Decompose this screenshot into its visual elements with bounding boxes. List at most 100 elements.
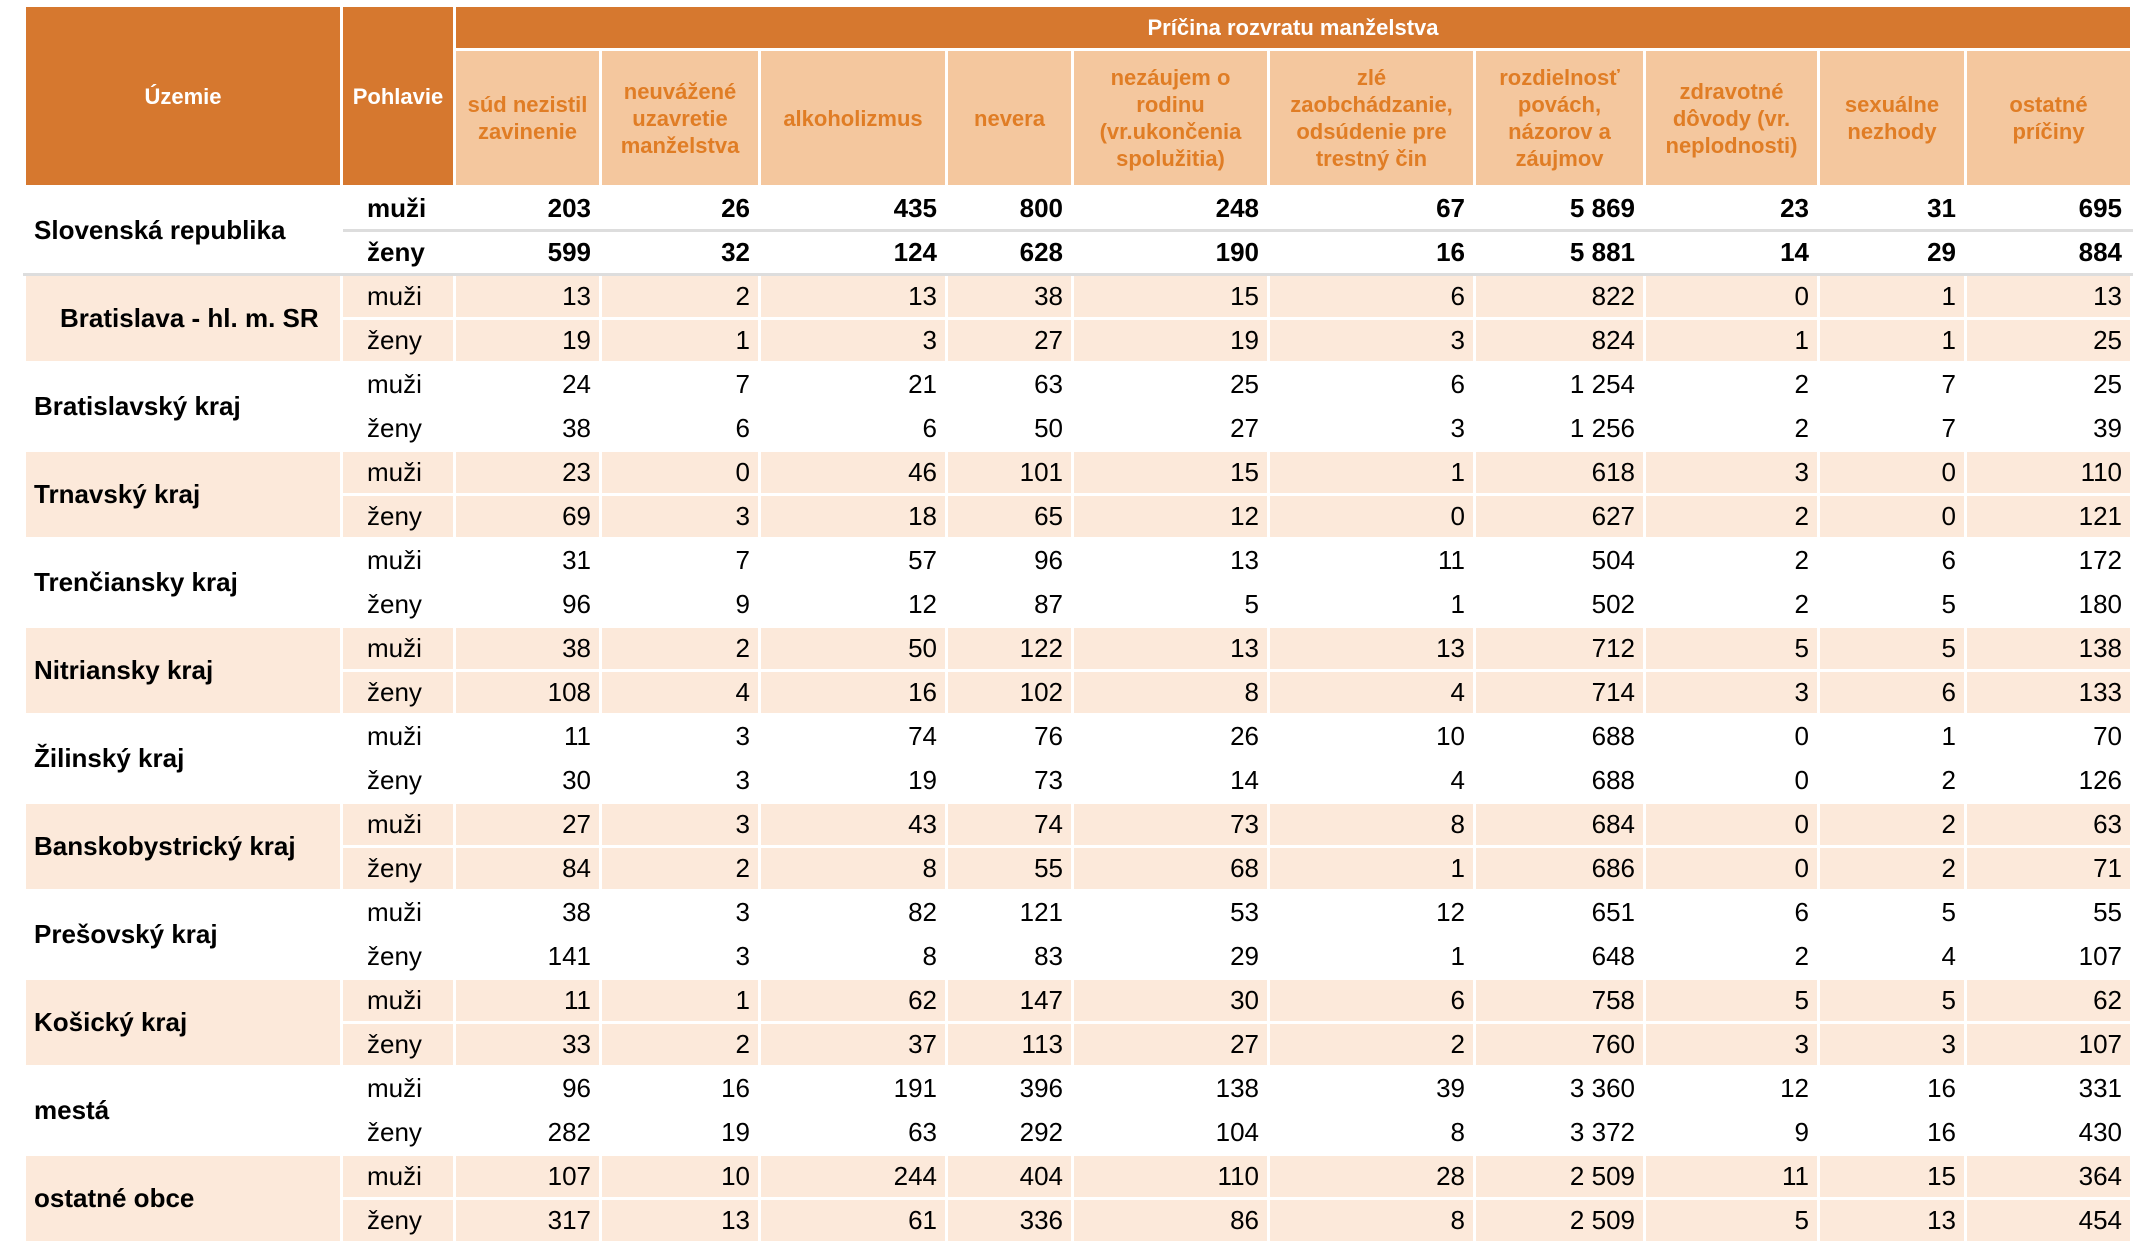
sex-cell: ženy: [340, 1021, 456, 1068]
value-cell: 70: [1963, 713, 2133, 760]
value-cell: 430: [1963, 1109, 2133, 1156]
sex-cell: muži: [340, 185, 456, 232]
sex-cell: ženy: [340, 1109, 456, 1156]
table-row: Trnavský kraj muži 23 0 46 101 15 1 618 3 0 110: [23, 449, 2133, 540]
value-cell: 3: [1643, 449, 1820, 496]
sex-cell: ženy: [340, 229, 456, 276]
value-cell: 0: [1643, 801, 1820, 848]
territory-cell: Bratislava - hl. m. SR: [23, 273, 343, 364]
value-cell: 82: [758, 889, 948, 936]
table-row: ženy 317 13 61 336 86 8 2 509 5 13 454: [25, 1197, 2133, 1244]
value-cell: 107: [453, 1153, 602, 1200]
value-cell: 4: [599, 669, 761, 716]
value-cell: 5: [1817, 977, 1967, 1024]
value-cell: 627: [1473, 493, 1646, 540]
value-cell: 38: [453, 625, 602, 672]
value-cell: 108: [453, 669, 602, 716]
value-cell: 599: [453, 229, 602, 276]
value-cell: 13: [1071, 537, 1270, 584]
value-cell: 11: [1267, 537, 1476, 584]
sex-cell: ženy: [340, 493, 456, 540]
sex-cell: ženy: [340, 933, 456, 980]
value-cell: 138: [1963, 625, 2133, 672]
value-cell: 2: [1643, 361, 1820, 408]
data-table: Územie Pohlavie Príčina rozvratu manžels…: [23, 4, 2133, 1244]
value-cell: 282: [453, 1109, 602, 1156]
value-cell: 61: [758, 1197, 948, 1244]
value-cell: 27: [945, 317, 1074, 364]
table-row: Košický kraj muži 11 1 62 147 30 6 758 5 5 62: [23, 977, 2133, 1068]
table-row: ženy 30 3 19 73 14 4 688 0 2 126: [25, 757, 2133, 804]
value-cell: 760: [1473, 1021, 1646, 1068]
value-cell: 3: [1267, 317, 1476, 364]
value-cell: 3: [599, 713, 761, 760]
value-cell: 87: [945, 581, 1074, 628]
value-cell: 13: [1071, 625, 1270, 672]
value-cell: 2: [1817, 757, 1967, 804]
header-cell: rozdielnosť povách, názorov a záujmov: [1473, 48, 1646, 188]
value-cell: 25: [1963, 317, 2133, 364]
value-cell: 0: [1267, 493, 1476, 540]
sex-cell: muži: [340, 1065, 456, 1112]
value-cell: 38: [945, 273, 1074, 320]
value-cell: 180: [1963, 581, 2133, 628]
value-cell: 9: [1643, 1109, 1820, 1156]
value-cell: 29: [1071, 933, 1270, 980]
value-cell: 30: [1071, 977, 1270, 1024]
value-cell: 3: [599, 933, 761, 980]
value-cell: 101: [945, 449, 1074, 496]
value-cell: 57: [758, 537, 948, 584]
territory-cell: ostatné obce: [23, 1153, 343, 1244]
value-cell: 8: [1267, 1109, 1476, 1156]
value-cell: 5: [1817, 889, 1967, 936]
value-cell: 16: [1817, 1065, 1967, 1112]
value-cell: 248: [1071, 185, 1270, 232]
value-cell: 31: [453, 537, 602, 584]
value-cell: 63: [945, 361, 1074, 408]
value-cell: 5: [1643, 625, 1820, 672]
value-cell: 76: [945, 713, 1074, 760]
value-cell: 6: [1817, 537, 1967, 584]
sex-cell: ženy: [340, 669, 456, 716]
value-cell: 2: [599, 625, 761, 672]
value-cell: 141: [453, 933, 602, 980]
territory-cell: Slovenská republika: [23, 185, 343, 276]
territory-cell: Banskobystrický kraj: [23, 801, 343, 892]
value-cell: 0: [1643, 713, 1820, 760]
header-cell: neuvážené uzavretie manželstva: [599, 48, 761, 188]
value-cell: 5 869: [1473, 185, 1646, 232]
value-cell: 3: [599, 889, 761, 936]
sex-cell: muži: [340, 713, 456, 760]
value-cell: 0: [1817, 493, 1967, 540]
value-cell: 2 509: [1473, 1197, 1646, 1244]
value-cell: 688: [1473, 713, 1646, 760]
value-cell: 618: [1473, 449, 1646, 496]
value-cell: 16: [1817, 1109, 1967, 1156]
value-cell: 3: [1267, 405, 1476, 452]
value-cell: 404: [945, 1153, 1074, 1200]
value-cell: 6: [1643, 889, 1820, 936]
header-row: súd nezistil zavinenie neuvážené uzavreti…: [25, 48, 2133, 188]
value-cell: 16: [1267, 229, 1476, 276]
value-cell: 38: [453, 889, 602, 936]
value-cell: 2: [1817, 801, 1967, 848]
value-cell: 8: [1267, 801, 1476, 848]
value-cell: 2 509: [1473, 1153, 1646, 1200]
value-cell: 3: [599, 801, 761, 848]
value-cell: 73: [945, 757, 1074, 804]
value-cell: 62: [758, 977, 948, 1024]
value-cell: 68: [1071, 845, 1270, 892]
value-cell: 3: [1817, 1021, 1967, 1068]
value-cell: 454: [1963, 1197, 2133, 1244]
value-cell: 122: [945, 625, 1074, 672]
value-cell: 7: [599, 361, 761, 408]
value-cell: 1 254: [1473, 361, 1646, 408]
value-cell: 7: [1817, 361, 1967, 408]
value-cell: 63: [1963, 801, 2133, 848]
value-cell: 13: [453, 273, 602, 320]
value-cell: 2: [1643, 537, 1820, 584]
value-cell: 19: [599, 1109, 761, 1156]
value-cell: 11: [453, 713, 602, 760]
value-cell: 71: [1963, 845, 2133, 892]
value-cell: 6: [1267, 361, 1476, 408]
